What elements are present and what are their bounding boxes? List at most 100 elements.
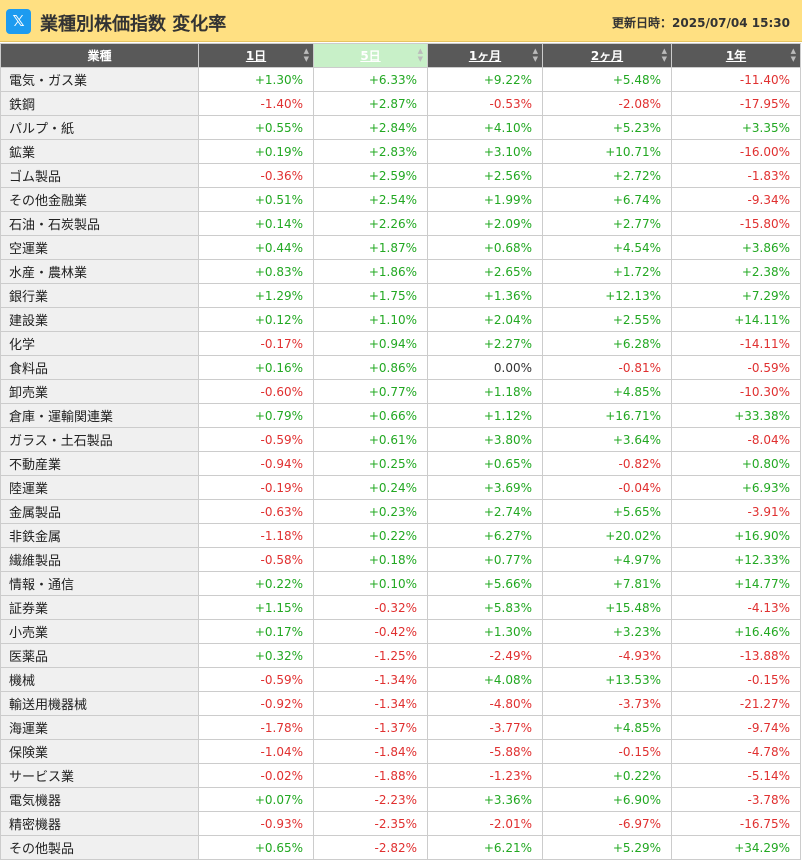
sector-name-cell: 機械 — [0, 667, 199, 692]
change-value-cell: -0.60% — [198, 379, 314, 404]
change-value-cell: -0.58% — [198, 547, 314, 572]
change-value-cell: +2.54% — [313, 187, 428, 212]
sort-arrows-icon[interactable]: ▲ ▼ — [661, 47, 667, 63]
change-value-cell: -1.04% — [198, 739, 314, 764]
change-value-cell: -0.59% — [671, 355, 801, 380]
column-header-label[interactable]: 5日 — [360, 49, 381, 63]
change-value-cell: +5.48% — [542, 67, 672, 92]
change-value-cell: -4.78% — [671, 739, 801, 764]
table-row: ゴム製品 -0.36% +2.59% +2.56% +2.72% -1.83% — [0, 163, 801, 188]
change-value-cell: +7.29% — [671, 283, 801, 308]
change-value-cell: +4.85% — [542, 379, 672, 404]
column-header-label[interactable]: 2ヶ月 — [590, 49, 624, 63]
change-value-cell: +9.22% — [427, 67, 543, 92]
change-value-cell: +16.71% — [542, 403, 672, 428]
change-value-cell: -0.32% — [313, 595, 428, 620]
sector-name-cell: 卸売業 — [0, 379, 199, 404]
change-value-cell: -10.30% — [671, 379, 801, 404]
change-value-cell: -0.59% — [198, 667, 314, 692]
change-value-cell: -1.88% — [313, 763, 428, 788]
change-value-cell: +2.04% — [427, 307, 543, 332]
column-header-5d[interactable]: 5日 ▲ ▼ — [313, 43, 428, 68]
change-value-cell: +14.11% — [671, 307, 801, 332]
column-header-2m[interactable]: 2ヶ月 ▲ ▼ — [542, 43, 672, 68]
change-value-cell: -15.80% — [671, 211, 801, 236]
change-value-cell: +0.51% — [198, 187, 314, 212]
change-value-cell: +5.65% — [542, 499, 672, 524]
table-row: 小売業 +0.17% -0.42% +1.30% +3.23% +16.46% — [0, 619, 801, 644]
change-value-cell: +0.10% — [313, 571, 428, 596]
change-value-cell: -1.83% — [671, 163, 801, 188]
change-value-cell: -3.77% — [427, 715, 543, 740]
column-header-1y[interactable]: 1年 ▲ ▼ — [671, 43, 801, 68]
sector-name-cell: 化学 — [0, 331, 199, 356]
table-row: 証券業 +1.15% -0.32% +5.83% +15.48% -4.13% — [0, 595, 801, 620]
sector-name-cell: 水産・農林業 — [0, 259, 199, 284]
change-value-cell: -2.35% — [313, 811, 428, 836]
change-value-cell: +0.86% — [313, 355, 428, 380]
change-value-cell: -1.78% — [198, 715, 314, 740]
change-value-cell: +1.29% — [198, 283, 314, 308]
table-row: 倉庫・運輸関連業 +0.79% +0.66% +1.12% +16.71% +33.38% — [0, 403, 801, 428]
change-value-cell: +14.77% — [671, 571, 801, 596]
change-value-cell: +33.38% — [671, 403, 801, 428]
sector-name-cell: サービス業 — [0, 763, 199, 788]
change-value-cell: +0.79% — [198, 403, 314, 428]
column-header-label[interactable]: 1年 — [725, 49, 747, 63]
table-row: 空運業 +0.44% +1.87% +0.68% +4.54% +3.86% — [0, 235, 801, 260]
change-value-cell: -2.01% — [427, 811, 543, 836]
change-value-cell: +0.32% — [198, 643, 314, 668]
change-value-cell: +0.77% — [427, 547, 543, 572]
change-value-cell: -2.49% — [427, 643, 543, 668]
change-value-cell: +0.68% — [427, 235, 543, 260]
change-value-cell: +2.87% — [313, 91, 428, 116]
change-value-cell: +34.29% — [671, 835, 801, 860]
change-value-cell: +0.61% — [313, 427, 428, 452]
change-value-cell: +6.93% — [671, 475, 801, 500]
sector-name-cell: 建設業 — [0, 307, 199, 332]
sort-arrows-icon[interactable]: ▲ ▼ — [790, 47, 796, 63]
change-value-cell: +10.71% — [542, 139, 672, 164]
change-value-cell: +1.15% — [198, 595, 314, 620]
column-header-1m[interactable]: 1ヶ月 ▲ ▼ — [427, 43, 543, 68]
change-value-cell: -5.88% — [427, 739, 543, 764]
change-value-cell: +0.83% — [198, 259, 314, 284]
sector-name-cell: 小売業 — [0, 619, 199, 644]
table-row: その他製品 +0.65% -2.82% +6.21% +5.29% +34.29% — [0, 835, 801, 860]
change-value-cell: +0.66% — [313, 403, 428, 428]
column-header-1d[interactable]: 1日 ▲ ▼ — [198, 43, 314, 68]
sort-arrows-icon[interactable]: ▲ ▼ — [417, 47, 423, 63]
change-value-cell: -1.34% — [313, 691, 428, 716]
table-row: 繊維製品 -0.58% +0.18% +0.77% +4.97% +12.33% — [0, 547, 801, 572]
table-header-row: 業種 1日 ▲ ▼ 5日 ▲ ▼ 1ヶ月 ▲ ▼ 2ヶ月 ▲ ▼ 1年 ▲ ▼ — [0, 43, 801, 68]
table-row: 建設業 +0.12% +1.10% +2.04% +2.55% +14.11% — [0, 307, 801, 332]
change-value-cell: +16.46% — [671, 619, 801, 644]
table-row: 陸運業 -0.19% +0.24% +3.69% -0.04% +6.93% — [0, 475, 801, 500]
change-value-cell: +3.10% — [427, 139, 543, 164]
table-row: 卸売業 -0.60% +0.77% +1.18% +4.85% -10.30% — [0, 379, 801, 404]
change-value-cell: +4.54% — [542, 235, 672, 260]
x-logo-icon[interactable]: 𝕏 — [6, 9, 31, 34]
sort-arrows-icon[interactable]: ▲ ▼ — [303, 47, 309, 63]
change-value-cell: -4.93% — [542, 643, 672, 668]
table-row: 電気・ガス業 +1.30% +6.33% +9.22% +5.48% -11.40% — [0, 67, 801, 92]
change-value-cell: -2.08% — [542, 91, 672, 116]
column-header-label[interactable]: 1日 — [245, 49, 267, 63]
sector-name-cell: 海運業 — [0, 715, 199, 740]
sector-name-cell: 銀行業 — [0, 283, 199, 308]
change-value-cell: +1.36% — [427, 283, 543, 308]
change-value-cell: +0.44% — [198, 235, 314, 260]
change-value-cell: +3.80% — [427, 427, 543, 452]
change-value-cell: -6.97% — [542, 811, 672, 836]
change-value-cell: +3.64% — [542, 427, 672, 452]
change-value-cell: +2.09% — [427, 211, 543, 236]
change-value-cell: +0.80% — [671, 451, 801, 476]
change-value-cell: +12.13% — [542, 283, 672, 308]
column-header-label[interactable]: 1ヶ月 — [468, 49, 502, 63]
change-value-cell: +0.94% — [313, 331, 428, 356]
change-value-cell: +0.12% — [198, 307, 314, 332]
change-value-cell: +0.18% — [313, 547, 428, 572]
sector-name-cell: 輸送用機器械 — [0, 691, 199, 716]
sort-arrows-icon[interactable]: ▲ ▼ — [532, 47, 538, 63]
sector-name-cell: その他金融業 — [0, 187, 199, 212]
